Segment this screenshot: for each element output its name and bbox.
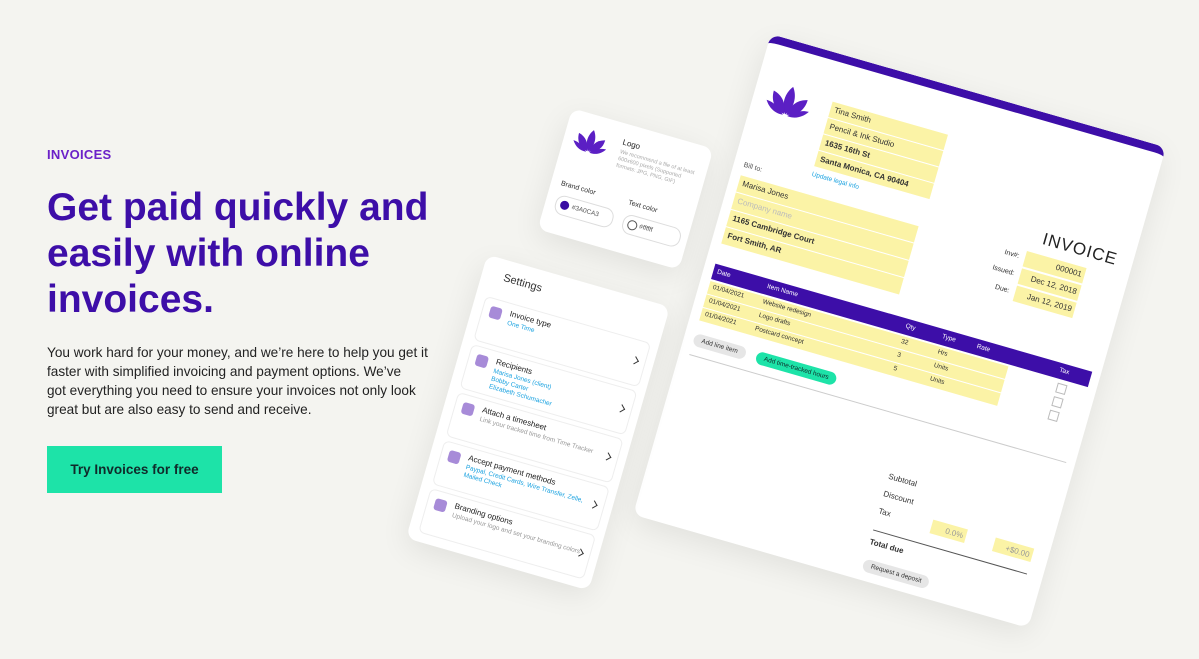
tax-checkbox [1055, 382, 1068, 396]
meta-label: Inv#: [1003, 249, 1021, 260]
lotus-svg [766, 86, 809, 118]
body-text: got everything you need to ensure your i… [47, 383, 416, 398]
subtotal-label: Subtotal [887, 471, 919, 489]
text-color-value: #ffffff [638, 223, 654, 234]
deposit-button: Request a deposit [861, 558, 931, 590]
text-swatch [626, 219, 639, 232]
brand-color-value: #3A0CA3 [570, 204, 600, 219]
meta-label: Issued: [991, 264, 1016, 278]
bill-to-label: Bill to: [742, 161, 763, 174]
meta-label: Due: [994, 283, 1011, 295]
body-text: great but are also easy to send and rece… [47, 402, 312, 417]
text-color-pill: #ffffff [619, 212, 684, 249]
logo-label: Logo [621, 137, 642, 152]
total-label: Total due [868, 537, 905, 556]
eyebrow: INVOICES [47, 147, 112, 162]
body-text: You work hard for your money, and we’re … [47, 345, 428, 360]
headline: easily with online [47, 232, 370, 275]
lotus-icon [570, 121, 612, 163]
headline: invoices. [47, 278, 214, 321]
cta-button[interactable]: Try Invoices for free [47, 446, 222, 493]
add-line-button: Add line item [692, 332, 748, 361]
lotus-icon [762, 74, 816, 128]
body-text: faster with simplified invoicing and pay… [47, 364, 402, 379]
brand-swatch [559, 199, 571, 211]
lotus-svg [573, 130, 607, 154]
discount-label: Discount [882, 489, 915, 507]
settings-card: Settings Invoice type One Time Recipients Ma… [406, 254, 670, 591]
headline: Get paid quickly and [47, 186, 429, 229]
invoice-card: Tina Smith Pencil & Ink Studio 1635 16th S… [633, 34, 1166, 628]
text-color-label: Text color [627, 199, 659, 215]
tax-label: Tax [877, 506, 892, 519]
logo-hint: We recommend a file of at least 600x600 … [615, 149, 696, 186]
tax-checkbox [1051, 396, 1064, 409]
brand-color-label: Brand color [560, 180, 597, 197]
tax-rate: 0.0% [929, 519, 968, 544]
logo-card: Logo We recommend a file of at least 600x… [537, 108, 714, 270]
tax-amount: +$0.00 [991, 537, 1035, 563]
brand-color-pill: #3A0CA3 [552, 193, 616, 230]
settings-title: Settings [501, 272, 544, 295]
tax-checkbox [1047, 409, 1060, 422]
